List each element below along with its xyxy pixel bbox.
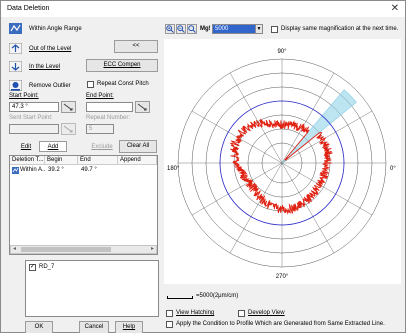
row-end: 49.7 °	[81, 167, 97, 173]
profile-checkbox[interactable]: ✓	[29, 264, 36, 271]
end-point-field[interactable]	[86, 102, 133, 112]
mode-label: Remove Outlier	[29, 83, 71, 89]
scrollbar-thumb[interactable]	[21, 247, 111, 252]
view-hatching-checkbox[interactable]	[166, 310, 173, 317]
scale-bar	[167, 296, 193, 299]
add-tab[interactable]: Add	[39, 141, 67, 152]
pick-point-icon[interactable]	[135, 101, 150, 113]
zoom-out-icon[interactable]	[176, 24, 186, 34]
grid-spoke	[281, 162, 335, 254]
angle-range-icon	[12, 167, 19, 174]
column-header[interactable]: Append	[118, 156, 157, 165]
scale-label: =5000(2μm/cm)	[196, 293, 239, 299]
ecc-compen-button[interactable]: ECC Compen	[86, 59, 158, 72]
column-header[interactable]: Deletion T...	[10, 156, 45, 165]
start-point-field[interactable]: 47.3 °	[9, 102, 59, 112]
angle-label-right: 0°	[390, 166, 396, 172]
sent-start-point-label: Sent Start Point:	[9, 115, 53, 121]
start-point-label: Start Point:	[9, 93, 39, 99]
row-type: Within A...	[20, 167, 46, 173]
grid-spoke	[191, 162, 283, 216]
remove-outlier-icon	[9, 80, 22, 91]
grid-spoke	[281, 72, 335, 164]
grid-spoke	[281, 162, 373, 216]
pick-point-icon	[61, 123, 76, 135]
selection-sector	[281, 89, 357, 164]
close-icon[interactable]: ✕	[390, 3, 399, 14]
end-point-label: End Point:	[86, 93, 114, 99]
column-header[interactable]: End	[78, 156, 118, 165]
pick-point-icon[interactable]	[61, 101, 76, 113]
scroll-left-icon[interactable]: ◂	[13, 246, 17, 252]
same-magnification-label: Display same magnification at the next t…	[281, 26, 399, 32]
clear-all-button[interactable]: Clear All	[119, 140, 157, 153]
repeat-pitch-checkbox[interactable]	[87, 81, 94, 88]
view-hatching-label: View Hatching	[176, 310, 215, 316]
angle-label-left: 180°	[167, 166, 180, 172]
column-header[interactable]: Begin	[45, 156, 78, 165]
mode-label: Out of the Level	[29, 46, 72, 52]
profile-label: RD_7	[39, 264, 55, 270]
exclude-button: Exclude	[91, 144, 113, 150]
develop-view-label: Develop View	[248, 310, 285, 316]
repeat-number-label: Repeat Number:	[86, 115, 131, 121]
deletion-table[interactable]: Deletion T... Begin End Append Within A.…	[9, 155, 158, 255]
inner-reference-circle	[219, 100, 345, 226]
zoom-in-icon[interactable]	[165, 24, 175, 34]
roundness-profile-line	[229, 118, 333, 215]
sent-start-point-field	[9, 124, 59, 134]
angle-range-icon	[9, 23, 22, 34]
mode-label: In the Level	[29, 64, 61, 70]
title-bar: Data Deletion ✕	[1, 1, 405, 17]
develop-view-checkbox[interactable]	[238, 310, 245, 317]
zoom-fit-icon[interactable]	[187, 24, 197, 34]
horizontal-scrollbar[interactable]: ◂ ▸	[10, 245, 157, 254]
mode-label: Within Angle Range	[29, 26, 82, 32]
grid-spoke	[281, 110, 373, 164]
grid-spoke	[229, 162, 283, 254]
collapse-button[interactable]: <<	[114, 40, 158, 53]
apply-condition-label: Apply the Condition to Profile Which are…	[176, 321, 385, 327]
polar-plot[interactable]: 90° 270° 180° 0°	[164, 39, 401, 284]
ok-button[interactable]: OK	[25, 321, 53, 333]
window-title: Data Deletion	[7, 5, 50, 12]
repeat-pitch-label: Repeat Const Pitch	[97, 81, 149, 87]
in-level-icon	[9, 61, 22, 72]
apply-condition-checkbox[interactable]	[166, 321, 173, 328]
profile-list[interactable]: ✓ RD_7	[25, 260, 159, 317]
angle-label-top: 90°	[277, 49, 287, 55]
chevron-down-icon[interactable]: ▼	[255, 24, 263, 34]
edit-tab[interactable]: Edit	[20, 144, 32, 150]
grid-spoke	[229, 72, 283, 164]
help-button[interactable]: Help	[115, 321, 143, 333]
same-magnification-checkbox[interactable]	[271, 26, 278, 33]
scroll-right-icon[interactable]: ▸	[150, 246, 154, 252]
magnification-label: Mg!	[200, 26, 211, 32]
cancel-button[interactable]: Cancel	[79, 321, 109, 333]
angle-label-bottom: 270°	[276, 274, 289, 280]
out-of-level-icon	[9, 43, 22, 54]
polar-plot-canvas[interactable]: 90° 270° 180° 0°	[164, 39, 401, 284]
repeat-number-field: 5	[86, 124, 114, 134]
row-begin: 39.2 °	[48, 167, 64, 173]
